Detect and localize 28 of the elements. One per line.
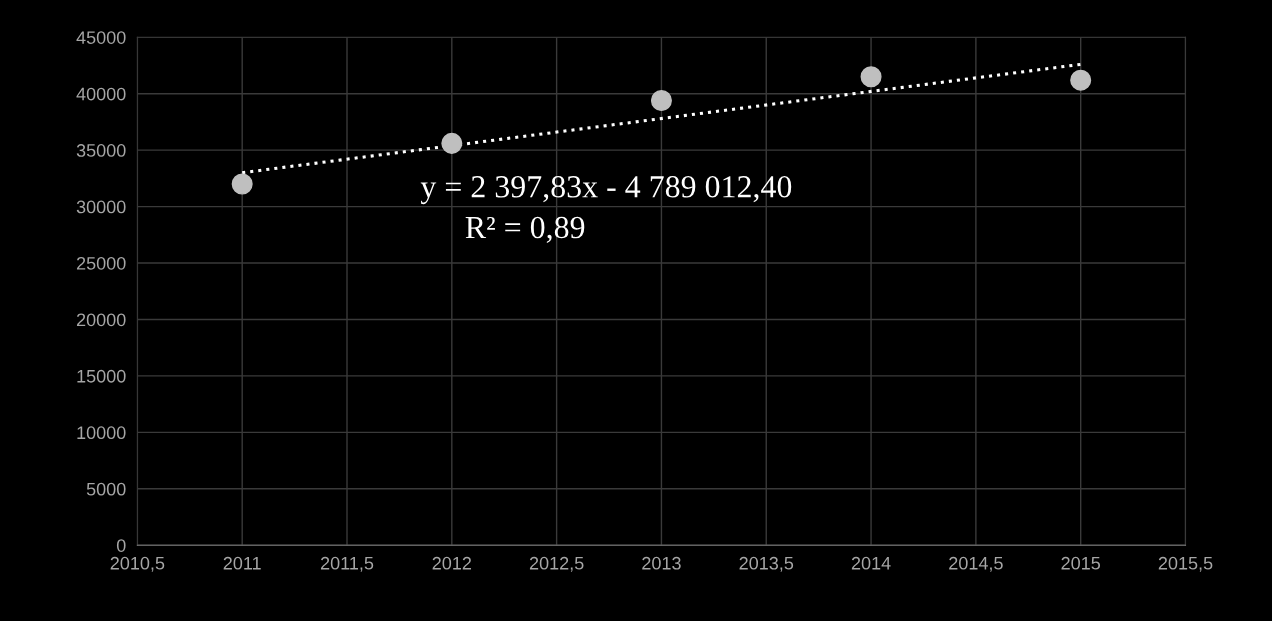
annotation: R² = 0,89 — [465, 216, 585, 243]
x-tick-label: 2013 — [642, 556, 681, 570]
x-tick-label: 2015,5 — [1158, 556, 1213, 572]
point — [231, 173, 253, 195]
point — [1070, 69, 1092, 91]
x-tick-label: 2010,5 — [110, 556, 165, 572]
point — [441, 132, 463, 154]
x-tick-label: 2014 — [851, 556, 891, 570]
y-tick-label: 30000 — [76, 200, 126, 214]
y-tick-label: 0 — [116, 539, 126, 552]
y-tick-label: 35000 — [76, 144, 126, 157]
y-tick-label: 25000 — [76, 256, 126, 270]
x-tick-label: 2012,5 — [529, 556, 584, 572]
y-tick-label: 10000 — [77, 426, 126, 440]
y-tick-label: 40000 — [76, 87, 126, 101]
y-tick-label: 15000 — [77, 369, 126, 383]
y-tick-label: 20000 — [76, 313, 126, 327]
x-tick-label: 2011 — [223, 556, 261, 570]
x-tick-label: 2011,5 — [320, 556, 374, 572]
x-tick-label: 2015 — [1061, 556, 1101, 570]
annotation: y = 2 397,83x - 4 789 012,40 — [420, 176, 792, 205]
x-tick-label: 2014,5 — [949, 556, 1003, 572]
y-tick-label: 5000 — [86, 482, 126, 496]
x-tick-label: 2013,5 — [739, 556, 794, 572]
point — [860, 66, 882, 88]
y-tick-label: 45000 — [76, 31, 126, 44]
point — [650, 89, 672, 111]
x-tick-label: 2012 — [432, 556, 471, 570]
